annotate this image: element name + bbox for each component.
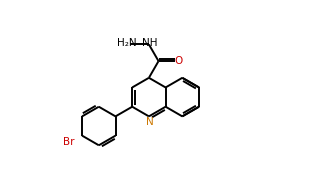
Text: O: O [175,56,183,66]
Text: Br: Br [63,137,74,147]
Text: N: N [146,117,153,127]
Text: H₂N: H₂N [116,38,136,48]
Text: NH: NH [142,38,157,48]
